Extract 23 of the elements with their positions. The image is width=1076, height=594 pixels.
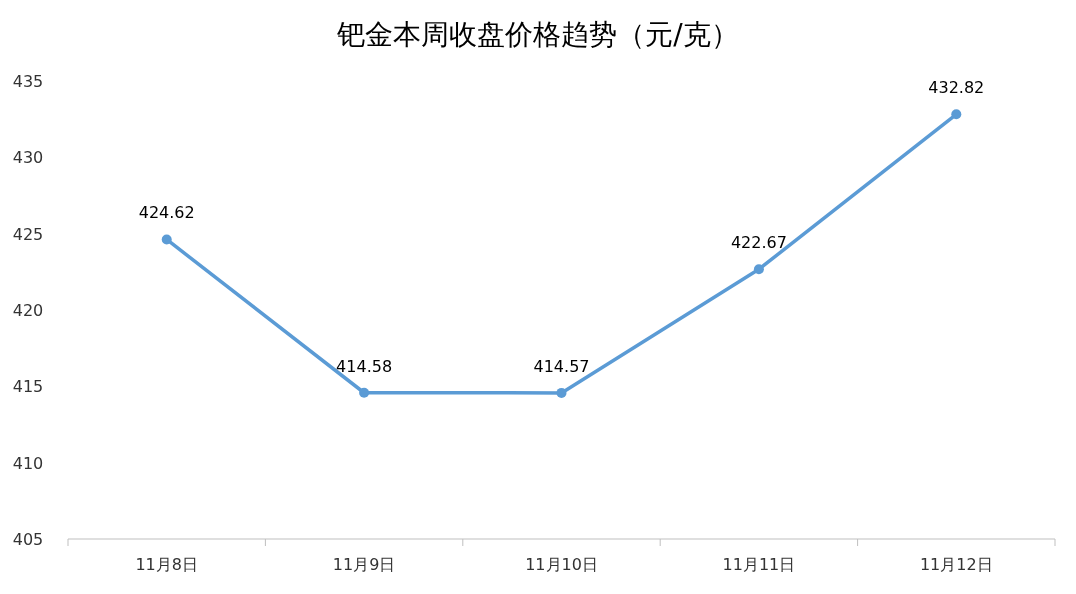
- point: [161, 234, 172, 245]
- data-label: 414.57: [533, 356, 590, 376]
- y-tick-label: 435: [12, 72, 44, 91]
- data-label: 432.82: [928, 78, 985, 98]
- y-tick-label: 405: [12, 530, 44, 549]
- data-label: 422.67: [730, 233, 787, 253]
- chart-title: 钯金本周收盘价格趋势（元/克）: [336, 18, 739, 51]
- data-label: 424.62: [138, 203, 195, 223]
- x-tick-label: 11月11日: [722, 555, 796, 574]
- x-tick-label: 11月9日: [332, 555, 396, 574]
- y-tick-label: 420: [12, 301, 44, 320]
- y-tick-label: 430: [12, 148, 44, 168]
- x-tick-label: 11月12日: [919, 555, 993, 574]
- data-label: 414.58: [336, 356, 393, 376]
- point: [359, 387, 370, 398]
- x-tick-label: 11月8日: [135, 555, 198, 574]
- point: [753, 264, 764, 275]
- point: [556, 387, 567, 398]
- y-tick-label: 410: [12, 453, 44, 473]
- point: [951, 109, 962, 120]
- y-tick-label: 425: [12, 224, 44, 244]
- x-tick-label: 11月10日: [525, 555, 598, 574]
- y-tick-label: 415: [12, 377, 44, 397]
